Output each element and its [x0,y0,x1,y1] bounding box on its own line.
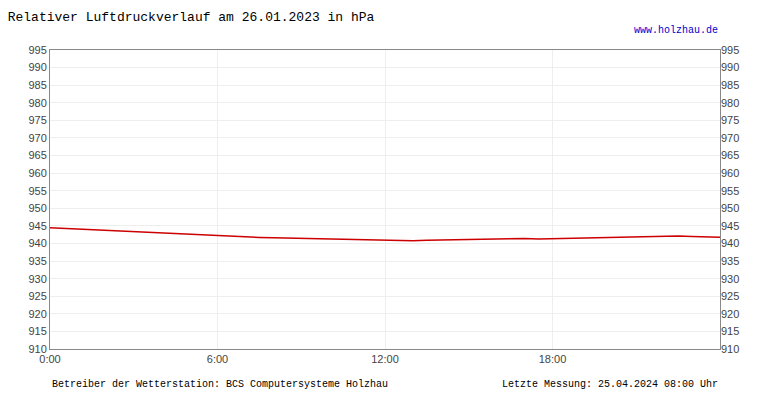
svg-text:975: 975 [28,114,46,126]
svg-text:955: 955 [721,185,739,197]
svg-text:990: 990 [28,61,46,73]
svg-text:930: 930 [721,273,739,285]
svg-text:960: 960 [28,167,46,179]
svg-text:945: 945 [28,220,46,232]
svg-text:955: 955 [28,185,46,197]
svg-text:940: 940 [721,237,739,249]
svg-text:970: 970 [28,132,46,144]
svg-text:965: 965 [28,149,46,161]
svg-text:12:00: 12:00 [371,353,399,365]
svg-text:935: 935 [721,255,739,267]
svg-text:945: 945 [721,220,739,232]
svg-text:Betreiber der Wetterstation: B: Betreiber der Wetterstation: BCS Compute… [52,379,388,390]
svg-text:Letzte Messung: 25.04.2024 08:: Letzte Messung: 25.04.2024 08:00 Uhr [502,379,718,390]
svg-text:995: 995 [28,44,46,56]
svg-text:925: 925 [721,290,739,302]
svg-text:995: 995 [721,44,739,56]
svg-text:950: 950 [721,202,739,214]
svg-text:985: 985 [28,79,46,91]
svg-text:920: 920 [28,308,46,320]
svg-text:915: 915 [28,325,46,337]
svg-text:930: 930 [28,273,46,285]
svg-text:18:00: 18:00 [539,353,567,365]
svg-text:980: 980 [28,97,46,109]
svg-text:940: 940 [28,237,46,249]
svg-text:920: 920 [721,308,739,320]
svg-text:980: 980 [721,97,739,109]
svg-text:990: 990 [721,61,739,73]
svg-text:915: 915 [721,325,739,337]
svg-text:www.holzhau.de: www.holzhau.de [634,25,718,36]
svg-text:985: 985 [721,79,739,91]
svg-text:950: 950 [28,202,46,214]
svg-text:965: 965 [721,149,739,161]
svg-text:910: 910 [721,343,739,355]
svg-text:925: 925 [28,290,46,302]
svg-text:0:00: 0:00 [39,353,60,365]
svg-text:970: 970 [721,132,739,144]
svg-text:Relativer Luftdruckverlauf am: Relativer Luftdruckverlauf am 26.01.2023… [8,10,375,25]
svg-text:910: 910 [28,343,46,355]
svg-text:935: 935 [28,255,46,267]
svg-text:6:00: 6:00 [207,353,228,365]
svg-text:975: 975 [721,114,739,126]
svg-text:960: 960 [721,167,739,179]
